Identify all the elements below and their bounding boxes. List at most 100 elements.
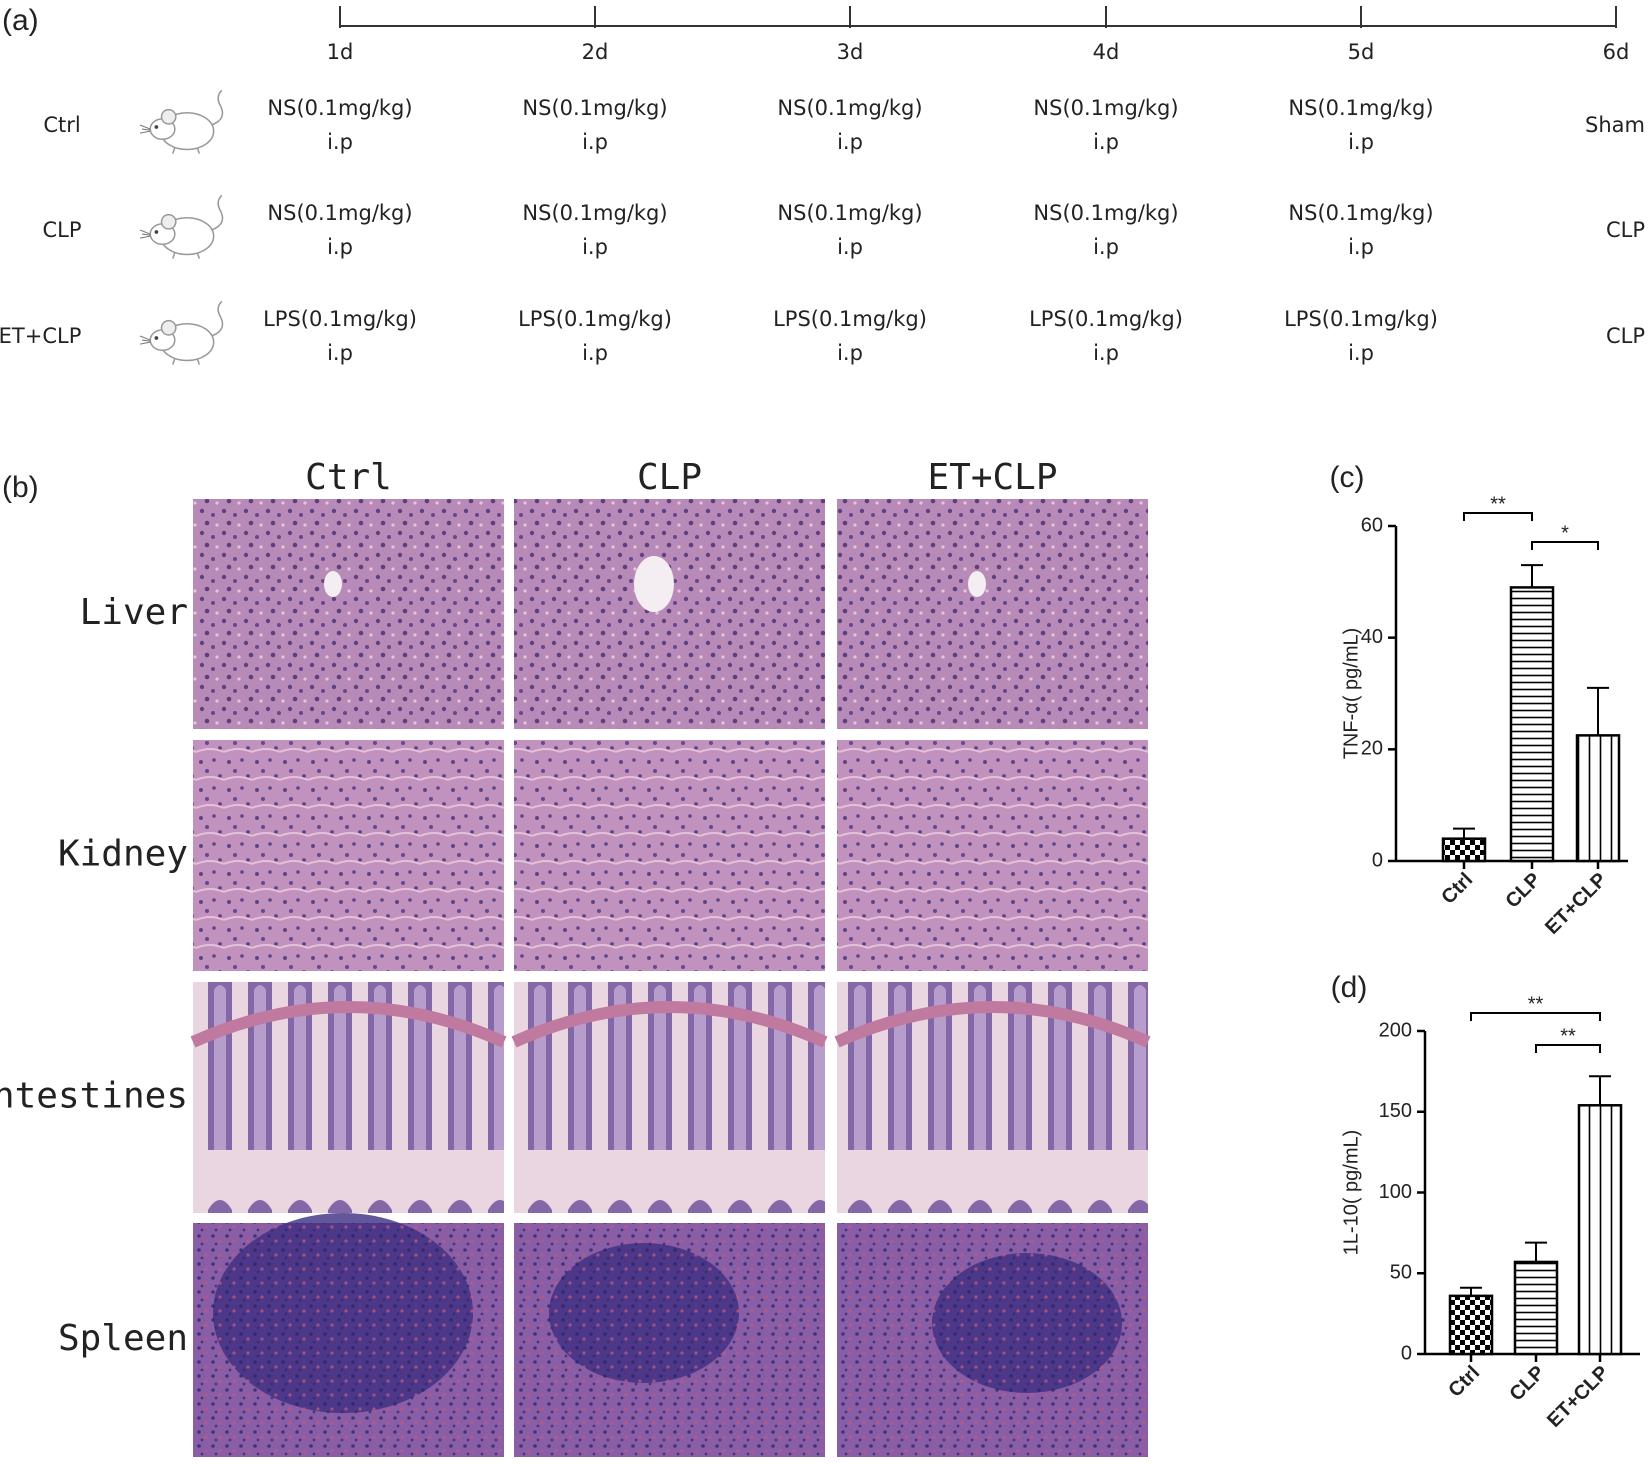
significance-bracket [1531, 541, 1599, 550]
day-label: 2d [582, 40, 609, 64]
row-label: Spleen [58, 1318, 188, 1359]
dose-label: NS(0.1mg/kg) [1033, 201, 1178, 225]
route-label: i.p [1348, 235, 1374, 259]
y-tick-label: 50 [1390, 1262, 1412, 1284]
x-tick-label: CLP [1505, 1362, 1549, 1406]
route-label: i.p [582, 235, 608, 259]
column-header: ET+CLP [927, 457, 1057, 498]
significance-label: ** [1490, 493, 1506, 515]
route-label: i.p [837, 341, 863, 365]
route-label: i.p [582, 341, 608, 365]
panel-b: (b) Ctrl CLP ET+CLP Liver Kidney Intestines Sp… [0, 457, 1151, 1457]
dose-label: NS(0.1mg/kg) [267, 201, 412, 225]
x-tick-label: ET+CLP [1543, 1362, 1613, 1432]
micrograph-texture [514, 982, 825, 1213]
micrograph-texture [193, 1223, 504, 1457]
final-procedure: Sham [1585, 113, 1645, 137]
bar [1448, 1294, 1494, 1356]
y-axis-title: TNF-α( pg/mL) [1340, 628, 1362, 760]
day-label: 3d [837, 40, 864, 64]
dose-label: LPS(0.1mg/kg) [773, 307, 927, 331]
micrograph-texture [837, 740, 1148, 971]
significance-label: ** [1528, 993, 1544, 1015]
micrograph-texture [837, 499, 1148, 729]
panel-label: (d) [1331, 971, 1368, 1004]
route-label: i.p [1093, 341, 1119, 365]
micrograph-texture [837, 1223, 1148, 1457]
y-tick-label: 60 [1361, 514, 1383, 536]
bar [1509, 586, 1555, 863]
route-label: i.p [327, 130, 353, 154]
group-label: ET+CLP [0, 324, 81, 348]
micrograph-texture [514, 499, 825, 729]
y-tick-label: 200 [1379, 1019, 1412, 1041]
mouse-icon [139, 90, 224, 155]
micrograph-texture [193, 499, 504, 729]
y-tick-label: 20 [1361, 738, 1383, 760]
day-label: 5d [1348, 40, 1375, 64]
y-tick-label: 40 [1361, 626, 1383, 648]
micrograph-vessel [968, 571, 986, 597]
significance-label: * [1561, 522, 1569, 544]
micrograph-texture [193, 982, 504, 1213]
row-label: Liver [80, 592, 188, 633]
micrograph-texture [514, 1223, 825, 1457]
dose-label: NS(0.1mg/kg) [777, 201, 922, 225]
bar [1575, 734, 1621, 863]
micrograph-wall [190, 1001, 507, 1048]
dose-label: LPS(0.1mg/kg) [518, 307, 672, 331]
dose-label: NS(0.1mg/kg) [522, 96, 667, 120]
panel-label: (a) [2, 4, 39, 37]
route-label: i.p [837, 235, 863, 259]
route-label: i.p [327, 235, 353, 259]
significance-label: ** [1560, 1025, 1576, 1047]
y-tick-label: 150 [1379, 1100, 1412, 1122]
micrograph-wall [511, 1001, 828, 1048]
y-tick-label: 0 [1372, 849, 1383, 871]
group-label: CLP [42, 218, 81, 242]
x-tick-label: ET+CLP [1541, 869, 1611, 939]
dose-label: NS(0.1mg/kg) [777, 96, 922, 120]
day-label: 1d [327, 40, 354, 64]
micrograph-vessel [634, 556, 674, 612]
mouse-icon [139, 301, 224, 366]
dose-label: LPS(0.1mg/kg) [1029, 307, 1183, 331]
dose-label: NS(0.1mg/kg) [1033, 96, 1178, 120]
route-label: i.p [1348, 130, 1374, 154]
dose-label: NS(0.1mg/kg) [1288, 201, 1433, 225]
dose-label: NS(0.1mg/kg) [1288, 96, 1433, 120]
row-label: Kidney [58, 834, 188, 875]
significance-bracket [1463, 512, 1533, 521]
x-tick-label: Ctrl [1444, 1362, 1484, 1402]
bar [1577, 1104, 1623, 1356]
route-label: i.p [1348, 341, 1374, 365]
panel-label: (c) [1330, 461, 1365, 494]
group-label: Ctrl [43, 113, 80, 137]
final-procedure: CLP [1606, 218, 1645, 242]
route-label: i.p [582, 130, 608, 154]
micrograph-vessel [324, 571, 342, 597]
route-label: i.p [1093, 130, 1119, 154]
x-tick-label: CLP [1501, 869, 1545, 913]
bar [1513, 1260, 1559, 1356]
y-axis-title: 1L-10( pg/mL) [1340, 1130, 1362, 1256]
y-tick-label: 0 [1401, 1342, 1412, 1364]
column-header: Ctrl [305, 457, 392, 498]
micrograph-texture [193, 740, 504, 971]
significance-bracket [1470, 1012, 1601, 1021]
micrograph-texture [837, 982, 1148, 1213]
dose-label: LPS(0.1mg/kg) [1284, 307, 1438, 331]
bar [1441, 837, 1487, 863]
dose-label: NS(0.1mg/kg) [522, 201, 667, 225]
y-tick-label: 100 [1379, 1181, 1412, 1203]
day-label: 4d [1093, 40, 1120, 64]
route-label: i.p [327, 341, 353, 365]
final-procedure: CLP [1606, 324, 1645, 348]
panel-label: (b) [2, 471, 39, 504]
significance-bracket [1535, 1044, 1601, 1053]
row-label: Intestines [0, 1076, 188, 1117]
micrograph-wall [834, 1001, 1151, 1048]
dose-label: NS(0.1mg/kg) [267, 96, 412, 120]
